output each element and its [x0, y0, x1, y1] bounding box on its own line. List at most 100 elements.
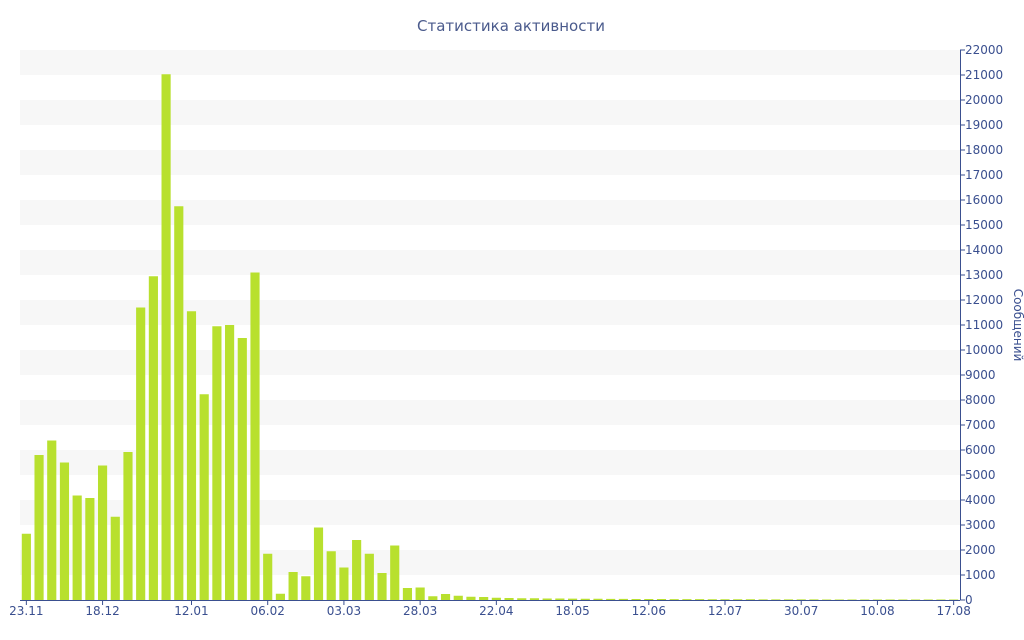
bar-series	[21, 74, 959, 601]
bar	[313, 527, 324, 600]
bar	[364, 553, 374, 600]
bar	[212, 326, 222, 600]
bar	[21, 533, 31, 600]
y-tick-label: 6000	[965, 443, 996, 457]
bar	[237, 338, 247, 600]
bar	[491, 597, 501, 600]
bar	[339, 567, 349, 600]
bar	[123, 452, 133, 600]
grid-band	[20, 400, 960, 425]
bar	[885, 599, 895, 600]
bar	[136, 307, 146, 600]
bar	[174, 206, 184, 600]
bar	[733, 599, 743, 600]
bar	[542, 598, 552, 600]
bar	[466, 596, 476, 600]
bar	[745, 599, 755, 600]
x-tick-label: 12.06	[632, 604, 666, 618]
bar	[783, 599, 794, 601]
x-tick-label: 18.12	[85, 604, 119, 618]
bar	[910, 599, 921, 600]
bar	[796, 599, 806, 601]
bar	[479, 597, 489, 600]
bar	[923, 599, 933, 600]
x-tick-label: 18.05	[555, 604, 589, 618]
x-tick-label: 30.07	[784, 604, 818, 618]
y-tick-label: 3000	[965, 518, 996, 532]
y-tick-label: 15000	[965, 218, 1003, 232]
bar	[72, 495, 82, 600]
y-tick-label: 17000	[965, 168, 1003, 182]
y-tick-label: 18000	[965, 143, 1003, 157]
grid-band	[20, 200, 960, 225]
bar	[758, 599, 768, 601]
bar	[148, 276, 158, 600]
bar	[898, 599, 908, 600]
x-tick-label: 10.08	[860, 604, 894, 618]
y-tick-label: 11000	[965, 318, 1003, 332]
y-tick-label: 7000	[965, 418, 996, 432]
y-tick-label: 19000	[965, 118, 1003, 132]
y-tick-label: 16000	[965, 193, 1003, 207]
bar	[872, 599, 883, 600]
grid-band	[20, 500, 960, 525]
x-tick-label: 22.04	[479, 604, 513, 618]
bar	[85, 498, 95, 600]
bar	[415, 587, 425, 600]
y-tick-label: 9000	[965, 368, 996, 382]
y-tick-label: 12000	[965, 293, 1003, 307]
bar	[695, 599, 705, 601]
bar	[263, 553, 273, 600]
bar	[288, 572, 298, 600]
x-tick-label: 28.03	[403, 604, 437, 618]
x-tick-label: 23.11	[9, 604, 43, 618]
bar	[593, 598, 603, 600]
bar	[529, 598, 540, 600]
bar	[225, 325, 235, 600]
x-tick-label: 03.03	[327, 604, 361, 618]
bar	[949, 599, 959, 600]
y-tick-label: 21000	[965, 68, 1003, 82]
y-tick-label: 1000	[965, 568, 996, 582]
chart-title: Статистика активности	[417, 17, 605, 35]
bar	[567, 598, 578, 601]
x-tick-label: 12.01	[174, 604, 208, 618]
bar	[428, 596, 438, 600]
bar	[199, 394, 209, 600]
bar	[377, 573, 387, 600]
bar	[453, 595, 463, 600]
bar	[644, 599, 654, 600]
grid-bands	[20, 50, 960, 575]
x-tick-label: 06.02	[251, 604, 285, 618]
grid-band	[20, 250, 960, 275]
bar	[847, 599, 857, 600]
y-tick-label: 0	[965, 593, 973, 607]
bar	[631, 599, 641, 600]
x-tick-label: 12.07	[708, 604, 742, 618]
grid-band	[20, 450, 960, 475]
y-tick-label: 4000	[965, 493, 996, 507]
bar	[59, 462, 70, 600]
y-tick-label: 8000	[965, 393, 996, 407]
bar	[34, 455, 44, 600]
grid-band	[20, 350, 960, 375]
bar	[936, 599, 946, 600]
bar	[860, 599, 870, 600]
bar	[161, 74, 171, 600]
bar	[720, 599, 730, 600]
bar	[440, 594, 451, 600]
bar	[517, 598, 527, 600]
bar	[834, 599, 844, 600]
bar	[822, 599, 832, 600]
y-tick-label: 2000	[965, 543, 996, 557]
bar	[504, 598, 514, 600]
y-tick-label: 5000	[965, 468, 996, 482]
grid-band	[20, 150, 960, 175]
bar	[390, 545, 400, 600]
y-tick-label: 22000	[965, 43, 1003, 57]
bar	[110, 516, 120, 600]
y-axis-label: Сообщений	[1011, 289, 1024, 362]
bar	[682, 599, 692, 601]
bar	[580, 598, 590, 600]
